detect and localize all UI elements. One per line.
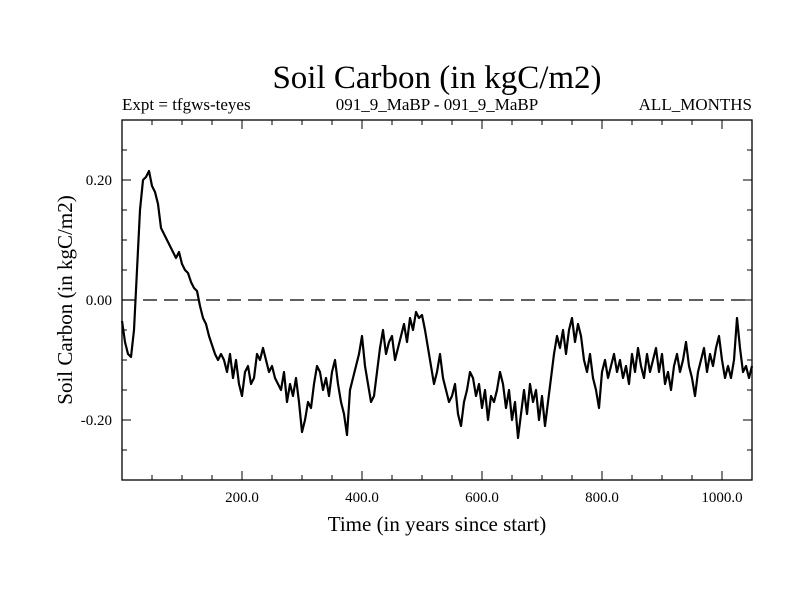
plot-frame [121, 119, 753, 481]
x-tick-label: 600.0 [465, 490, 499, 506]
x-tick-label: 400.0 [345, 490, 379, 506]
x-tick-label: 200.0 [225, 490, 259, 506]
months-label: ALL_MONTHS [639, 95, 752, 114]
x-tick-label: 1000.0 [701, 490, 742, 506]
y-tick-label: -0.20 [81, 413, 112, 429]
y-tick-labels: 0.20 0.00 -0.20 [81, 173, 112, 429]
x-axis-label: Time (in years since start) [328, 512, 547, 536]
y-tick-label: 0.00 [86, 293, 112, 309]
chart-title: Soil Carbon (in kgC/m2) [272, 60, 601, 96]
period-label: 091_9_MaBP - 091_9_MaBP [336, 95, 538, 114]
y-tick-label: 0.20 [86, 173, 112, 189]
x-tick-labels: 200.0 400.0 600.0 800.0 1000.0 [225, 490, 743, 506]
experiment-label: Expt = tfgws-teyes [122, 95, 251, 114]
y-axis-label: Soil Carbon (in kgC/m2) [53, 195, 77, 404]
soil-carbon-series-line [120, 169, 754, 440]
x-tick-label: 800.0 [585, 490, 619, 506]
